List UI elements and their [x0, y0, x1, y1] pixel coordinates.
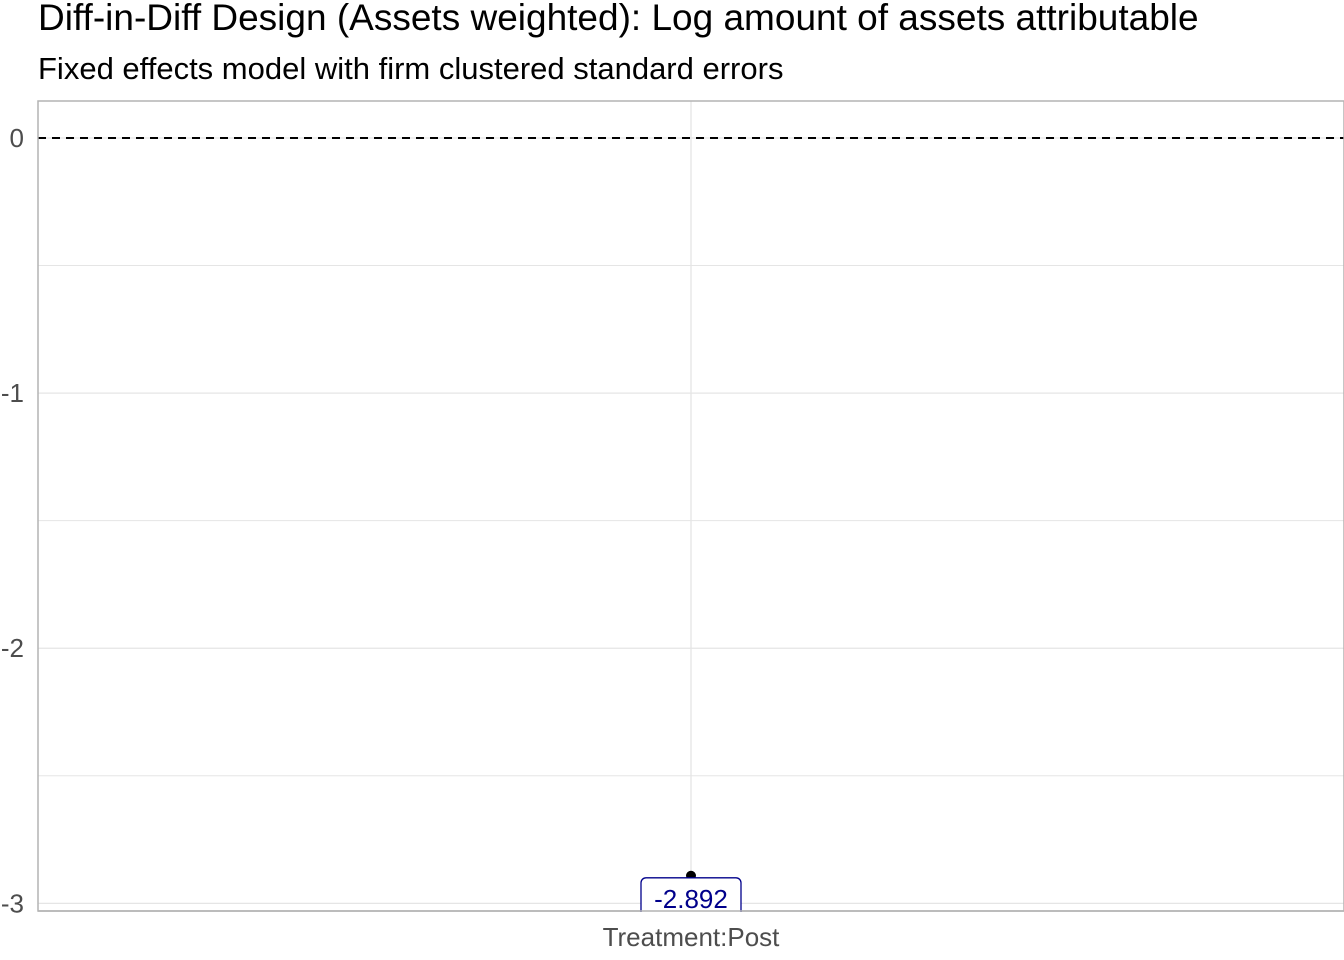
- y-tick-label: -1: [1, 378, 24, 408]
- plot-area: 0 -1 -2 -3 Treatment:Post -2.892: [1, 100, 1344, 952]
- y-tick-label: -2: [1, 633, 24, 663]
- data-label: -2.892: [654, 884, 728, 914]
- chart-subtitle: Fixed effects model with firm clustered …: [38, 51, 783, 86]
- chart-title: Diff-in-Diff Design (Assets weighted): L…: [38, 0, 1199, 38]
- x-tick-label: Treatment:Post: [603, 922, 781, 952]
- panel-clip-mask: [37, 912, 1344, 922]
- y-tick-label: -3: [1, 888, 24, 918]
- y-tick-label: 0: [10, 123, 24, 153]
